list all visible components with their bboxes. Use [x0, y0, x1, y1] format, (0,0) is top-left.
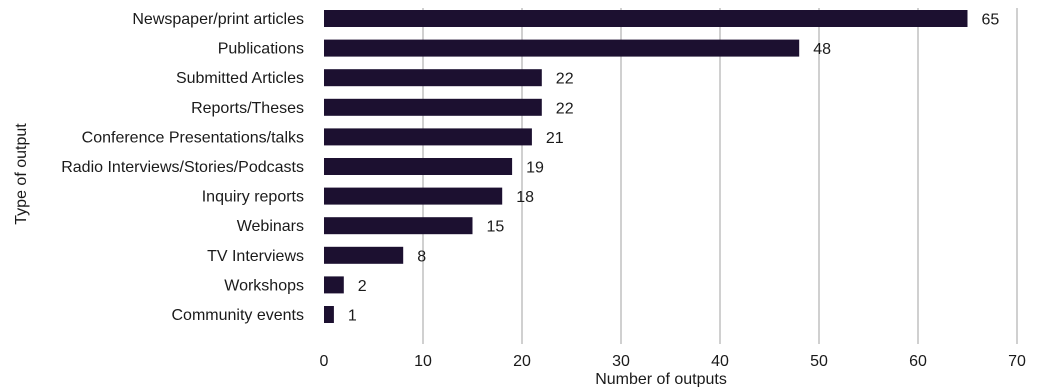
category-label: Conference Presentations/talks [82, 129, 304, 146]
data-label: 22 [556, 100, 574, 117]
data-label: 21 [546, 130, 564, 147]
x-axis-title: Number of outputs [595, 371, 727, 387]
category-label: TV Interviews [207, 248, 304, 265]
bar [324, 98, 542, 116]
data-label: 8 [417, 248, 426, 265]
category-label: Submitted Articles [176, 70, 304, 87]
category-label: Workshops [224, 277, 304, 294]
x-tick-label: 60 [909, 353, 927, 370]
bar [324, 276, 344, 294]
data-label: 65 [982, 12, 1000, 29]
bar [324, 39, 800, 57]
category-label: Community events [172, 307, 305, 324]
category-label: Radio Interviews/Stories/Podcasts [61, 159, 304, 176]
category-label: Publications [218, 41, 304, 58]
x-tick-label: 20 [513, 353, 531, 370]
category-label: Reports/Theses [191, 100, 304, 117]
data-label: 2 [358, 278, 367, 295]
data-label: 19 [526, 160, 544, 177]
x-tick-labels: 0 10 20 30 40 50 60 70 [320, 353, 1026, 370]
x-tick-label: 70 [1008, 353, 1026, 370]
bar [324, 128, 532, 146]
bar [324, 10, 968, 27]
bar [324, 69, 542, 87]
data-label: 1 [348, 308, 357, 325]
bar [324, 187, 503, 205]
gridlines [422, 8, 1018, 344]
category-label: Newspaper/print articles [132, 11, 304, 28]
x-tick-label: 50 [810, 353, 828, 370]
bar-series [324, 10, 968, 323]
data-label: 18 [516, 189, 534, 206]
category-label: Inquiry reports [202, 189, 304, 206]
data-label: 22 [556, 71, 574, 88]
x-tick-label: 40 [711, 353, 729, 370]
bar [324, 246, 404, 264]
bar [324, 306, 334, 323]
category-label: Webinars [237, 218, 304, 235]
x-tick-label: 0 [320, 353, 329, 370]
category-labels: Newspaper/print articles Publications Subm… [61, 11, 304, 324]
data-label: 48 [813, 41, 831, 58]
data-label: 15 [487, 219, 505, 236]
y-axis-title: Type of output [13, 123, 30, 225]
bar [324, 158, 513, 175]
bar [324, 217, 473, 235]
x-tick-label: 10 [414, 353, 432, 370]
x-tick-label: 30 [612, 353, 630, 370]
